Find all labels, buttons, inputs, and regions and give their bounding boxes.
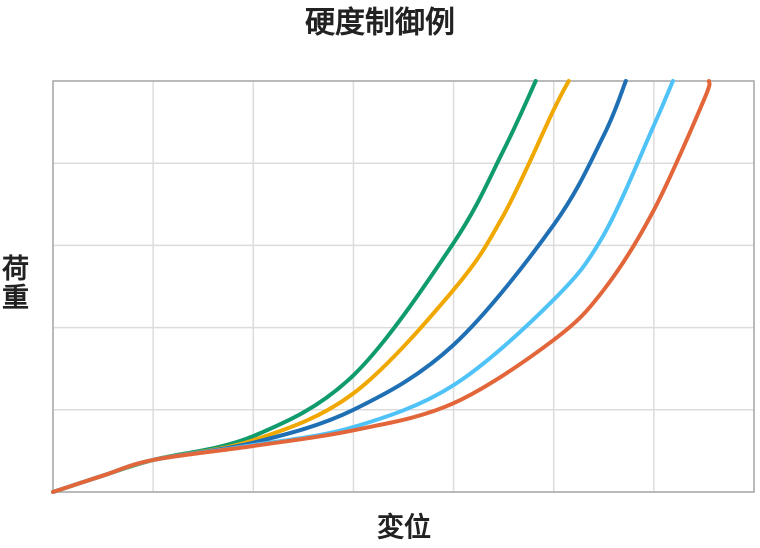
y-axis-label: 荷重 <box>0 254 28 312</box>
x-axis-label: 変位 <box>377 512 431 544</box>
line-series <box>51 79 571 494</box>
chart-title: 硬度制御例 <box>305 6 455 41</box>
line-series <box>51 79 712 494</box>
plot-frame <box>52 80 755 493</box>
